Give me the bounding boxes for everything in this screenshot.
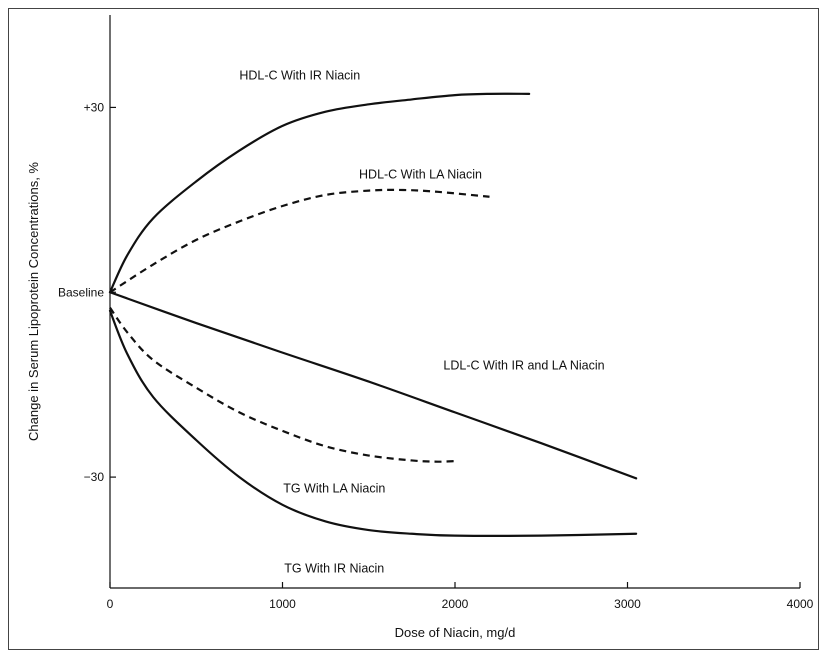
y-tick-label: −30 <box>84 470 105 484</box>
y-tick-label: +30 <box>84 100 105 114</box>
y-tick-label: Baseline <box>58 285 104 299</box>
x-tick-label: 4000 <box>787 597 814 611</box>
series-line-hdl-c-with-ir-niacin <box>108 92 531 294</box>
figure-frame <box>8 8 819 650</box>
series-line-ldl-c-with-ir-and-la-niacin <box>108 291 638 480</box>
ticks: 0 1000 2000 3000 4000 +30 Baseline −30 <box>58 100 814 611</box>
series-label-ldl-c-with-ir-and-la-niacin: LDL-C With IR and LA Niacin <box>443 358 604 372</box>
series-label-tg-with-ir-niacin: TG With IR Niacin <box>284 562 384 576</box>
x-tick-label: 1000 <box>269 597 296 611</box>
series-line-hdl-c-with-la-niacin <box>109 188 490 294</box>
series-labels: HDL-C With IR Niacin HDL-C With LA Niacin… <box>239 69 604 576</box>
series-line-tg-with-la-niacin <box>109 307 456 463</box>
series-line-tg-with-ir-niacin <box>108 309 638 537</box>
x-tick-label: 3000 <box>614 597 641 611</box>
x-tick-label: 0 <box>107 597 114 611</box>
series-label-hdl-c-with-la-niacin: HDL-C With LA Niacin <box>359 167 482 181</box>
series-label-tg-with-la-niacin: TG With LA Niacin <box>283 482 385 496</box>
x-axis-label: Dose of Niacin, mg/d <box>395 625 516 640</box>
series-group <box>108 92 638 537</box>
x-tick-label: 2000 <box>442 597 469 611</box>
axes <box>109 15 800 589</box>
y-axis-label: Change in Serum Lipoprotein Concentratio… <box>26 162 41 441</box>
series-label-hdl-c-with-ir-niacin: HDL-C With IR Niacin <box>239 69 360 83</box>
